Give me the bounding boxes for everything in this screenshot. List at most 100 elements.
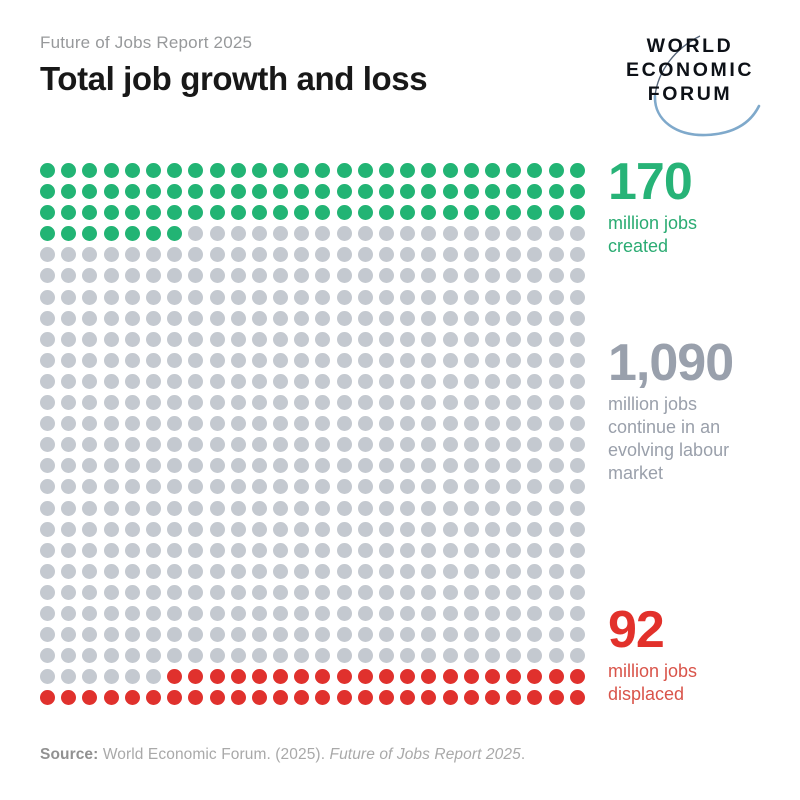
waffle-dot xyxy=(315,247,331,263)
waffle-dot xyxy=(103,479,119,495)
waffle-dot xyxy=(569,479,585,495)
waffle-dot xyxy=(230,205,246,221)
waffle-dot xyxy=(421,268,437,284)
waffle-dot xyxy=(421,479,437,495)
waffle-dot xyxy=(273,458,289,474)
waffle-dot xyxy=(463,289,479,305)
waffle-dot xyxy=(251,289,267,305)
waffle-dot xyxy=(103,500,119,516)
waffle-dot xyxy=(82,479,98,495)
waffle-dot xyxy=(357,479,373,495)
waffle-dot xyxy=(357,205,373,221)
waffle-chart xyxy=(40,163,585,706)
waffle-dot xyxy=(251,205,267,221)
waffle-dot xyxy=(336,648,352,664)
waffle-dot xyxy=(273,268,289,284)
waffle-dot xyxy=(61,584,77,600)
waffle-dot xyxy=(548,605,564,621)
waffle-dot xyxy=(506,437,522,453)
waffle-dot xyxy=(400,648,416,664)
waffle-dot xyxy=(103,437,119,453)
waffle-dot xyxy=(209,521,225,537)
waffle-dot xyxy=(506,521,522,537)
waffle-dot xyxy=(357,268,373,284)
waffle-dot xyxy=(484,690,500,706)
waffle-dot xyxy=(400,690,416,706)
waffle-dot xyxy=(421,395,437,411)
wef-swoosh-icon xyxy=(653,35,761,137)
waffle-dot xyxy=(400,226,416,242)
waffle-dot xyxy=(569,669,585,685)
waffle-dot xyxy=(251,690,267,706)
waffle-dot xyxy=(421,458,437,474)
wef-logo-line-2: ECONOMIC xyxy=(625,59,755,81)
waffle-dot xyxy=(188,395,204,411)
waffle-dot xyxy=(315,184,331,200)
waffle-dot xyxy=(103,690,119,706)
waffle-dot xyxy=(40,247,55,263)
waffle-dot xyxy=(527,268,543,284)
waffle-dot xyxy=(251,437,267,453)
waffle-dot xyxy=(251,669,267,685)
waffle-dot xyxy=(209,373,225,389)
waffle-dot xyxy=(167,627,183,643)
waffle-dot xyxy=(421,184,437,200)
waffle-dot xyxy=(230,331,246,347)
waffle-dot xyxy=(569,521,585,537)
waffle-dot xyxy=(124,268,140,284)
waffle-dot xyxy=(124,458,140,474)
waffle-dot xyxy=(527,184,543,200)
waffle-dot xyxy=(484,184,500,200)
waffle-dot xyxy=(167,648,183,664)
waffle-dot xyxy=(442,437,458,453)
waffle-dot xyxy=(506,268,522,284)
waffle-dot xyxy=(336,395,352,411)
waffle-dot xyxy=(145,521,161,537)
waffle-dot xyxy=(379,184,394,200)
waffle-dot xyxy=(506,690,522,706)
waffle-dot xyxy=(336,627,352,643)
waffle-dot xyxy=(400,395,416,411)
waffle-dot xyxy=(506,458,522,474)
waffle-dot xyxy=(569,373,585,389)
waffle-dot xyxy=(484,648,500,664)
waffle-dot xyxy=(569,289,585,305)
waffle-dot xyxy=(442,163,458,178)
waffle-dot xyxy=(315,479,331,495)
waffle-dot xyxy=(442,395,458,411)
waffle-dot xyxy=(188,331,204,347)
waffle-dot xyxy=(400,205,416,221)
waffle-dot xyxy=(379,605,394,621)
waffle-dot xyxy=(421,331,437,347)
waffle-dot xyxy=(124,627,140,643)
waffle-dot xyxy=(336,247,352,263)
waffle-dot xyxy=(294,521,310,537)
waffle-dot xyxy=(209,163,225,178)
waffle-dot xyxy=(463,669,479,685)
waffle-dot xyxy=(421,205,437,221)
waffle-dot xyxy=(548,563,564,579)
waffle-dot xyxy=(463,352,479,368)
waffle-dot xyxy=(40,289,55,305)
waffle-dot xyxy=(209,563,225,579)
waffle-dot xyxy=(230,226,246,242)
waffle-dot xyxy=(357,289,373,305)
waffle-dot xyxy=(40,690,55,706)
waffle-dot xyxy=(167,437,183,453)
waffle-dot xyxy=(167,458,183,474)
waffle-dot xyxy=(506,247,522,263)
waffle-dot xyxy=(357,184,373,200)
source-note: Source: World Economic Forum. (2025). Fu… xyxy=(40,746,526,763)
waffle-dot xyxy=(484,605,500,621)
waffle-dot xyxy=(167,310,183,326)
waffle-dot xyxy=(548,690,564,706)
waffle-dot xyxy=(463,205,479,221)
waffle-dot xyxy=(569,542,585,558)
waffle-dot xyxy=(315,648,331,664)
waffle-dot xyxy=(400,163,416,178)
waffle-dot xyxy=(379,395,394,411)
waffle-dot xyxy=(82,648,98,664)
waffle-dot xyxy=(294,542,310,558)
waffle-dot xyxy=(400,458,416,474)
waffle-dot xyxy=(442,542,458,558)
